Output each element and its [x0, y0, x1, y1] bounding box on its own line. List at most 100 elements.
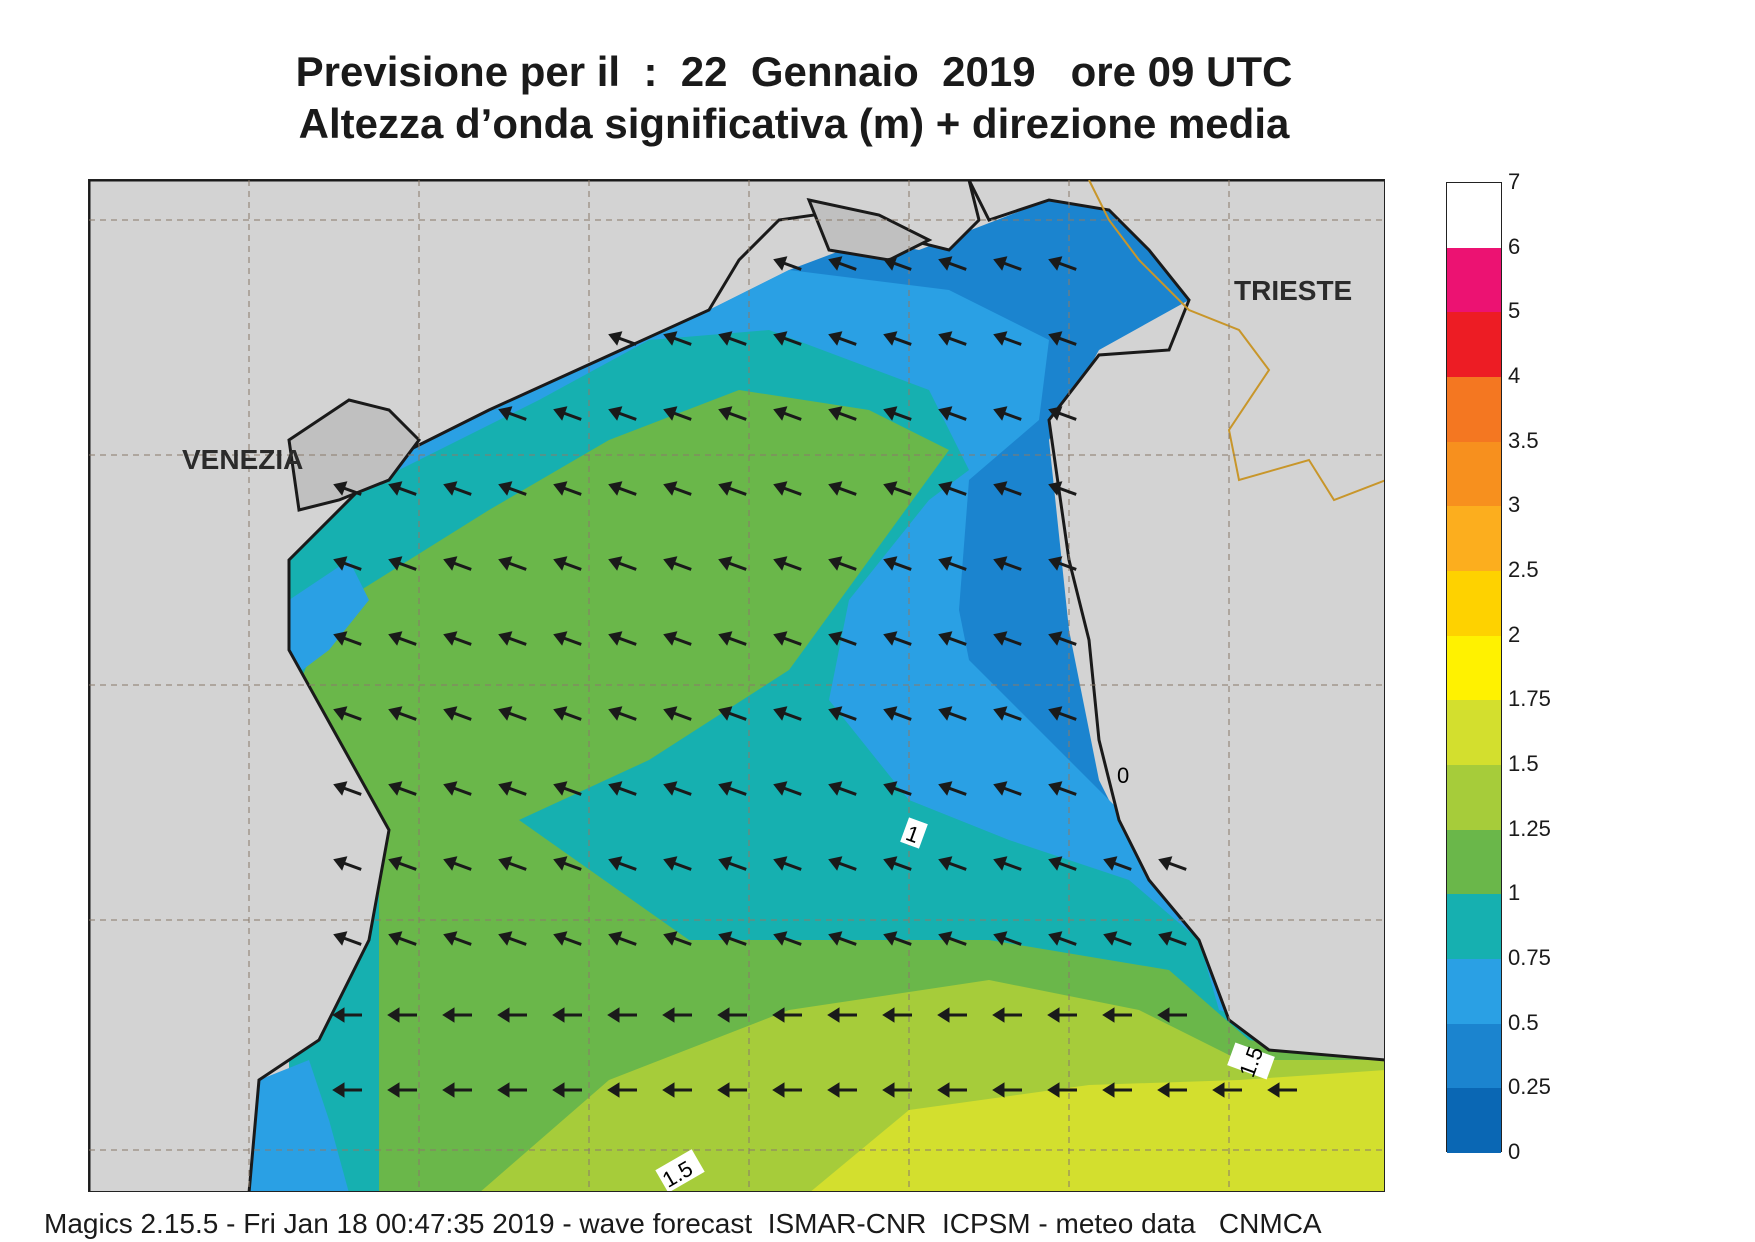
direction-arrow	[553, 556, 582, 571]
direction-arrow	[607, 1082, 637, 1098]
legend-label: 2	[1508, 621, 1521, 647]
direction-arrow	[497, 1082, 527, 1098]
direction-arrow	[883, 781, 912, 796]
direction-arrow	[883, 406, 912, 421]
direction-arrow	[938, 256, 967, 271]
direction-arrow	[443, 931, 472, 946]
direction-arrow	[992, 1082, 1022, 1098]
direction-arrow	[498, 856, 527, 871]
direction-arrow	[718, 331, 747, 346]
direction-arrow	[828, 481, 857, 496]
direction-arrow	[828, 931, 857, 946]
direction-arrow	[608, 556, 637, 571]
direction-arrow	[388, 706, 417, 721]
legend-label: 1	[1508, 880, 1521, 906]
direction-arrow	[772, 1082, 802, 1098]
direction-arrow	[608, 856, 637, 871]
footer-credits: Magics 2.15.5 - Fri Jan 18 00:47:35 2019…	[44, 1208, 1322, 1239]
direction-arrow	[333, 706, 362, 721]
direction-arrow	[388, 556, 417, 571]
direction-arrow	[938, 931, 967, 946]
direction-arrow	[718, 781, 747, 796]
direction-arrow	[773, 781, 802, 796]
direction-arrow	[388, 481, 417, 496]
direction-arrow	[882, 1082, 912, 1098]
direction-arrow	[1048, 706, 1077, 721]
contour-label-1: 1	[900, 817, 928, 849]
direction-arrow	[498, 781, 527, 796]
land-northeast	[967, 180, 1384, 1062]
direction-arrow	[387, 1082, 417, 1098]
direction-arrow	[938, 406, 967, 421]
direction-arrow	[717, 1082, 747, 1098]
direction-arrow	[718, 481, 747, 496]
direction-arrow	[498, 406, 527, 421]
direction-arrow	[1158, 856, 1187, 871]
direction-arrow	[828, 406, 857, 421]
direction-arrow	[1048, 856, 1077, 871]
direction-arrow	[333, 781, 362, 796]
direction-arrow	[663, 556, 692, 571]
direction-arrow	[718, 406, 747, 421]
direction-arrow	[718, 556, 747, 571]
direction-arrow	[992, 1007, 1022, 1023]
direction-arrow	[1267, 1082, 1297, 1098]
direction-arrow	[993, 856, 1022, 871]
direction-arrow	[608, 931, 637, 946]
direction-arrow	[938, 781, 967, 796]
legend-swatch	[1447, 1023, 1501, 1089]
legend-label: 3.5	[1508, 427, 1539, 453]
direction-arrow	[993, 481, 1022, 496]
direction-arrow	[388, 931, 417, 946]
direction-arrow	[1103, 856, 1132, 871]
direction-arrow	[1102, 1082, 1132, 1098]
direction-arrow	[828, 856, 857, 871]
legend-swatch	[1447, 959, 1501, 1024]
direction-arrow	[663, 631, 692, 646]
direction-arrow	[332, 1007, 362, 1023]
direction-arrow	[773, 406, 802, 421]
legend-swatch	[1447, 312, 1501, 377]
direction-arrow	[993, 556, 1022, 571]
direction-arrow	[332, 1082, 362, 1098]
direction-arrow	[938, 481, 967, 496]
legend-label: 3	[1508, 492, 1521, 518]
direction-arrow	[388, 781, 417, 796]
legend-label: 0.25	[1508, 1074, 1551, 1100]
legend-swatch	[1447, 765, 1501, 830]
direction-arrow	[883, 931, 912, 946]
direction-arrow	[498, 706, 527, 721]
direction-arrow	[993, 256, 1022, 271]
contour-label-0: 0	[1117, 763, 1129, 788]
direction-arrow	[663, 706, 692, 721]
direction-arrow	[938, 331, 967, 346]
direction-arrow	[442, 1007, 472, 1023]
band-175-2	[811, 1070, 1384, 1191]
direction-arrow	[663, 781, 692, 796]
legend-swatch	[1447, 571, 1501, 636]
direction-arrow	[938, 856, 967, 871]
legend-label: 0	[1508, 1139, 1521, 1164]
direction-arrow	[443, 556, 472, 571]
direction-arrow	[1158, 931, 1187, 946]
direction-arrow	[552, 1082, 582, 1098]
direction-arrow	[498, 931, 527, 946]
direction-arrow	[717, 1007, 747, 1023]
direction-arrow	[993, 406, 1022, 421]
legend-label: 7	[1508, 169, 1521, 194]
direction-arrow	[773, 931, 802, 946]
direction-arrow	[938, 556, 967, 571]
direction-arrow	[828, 556, 857, 571]
direction-arrow	[993, 706, 1022, 721]
direction-arrow	[1048, 406, 1077, 421]
direction-arrow	[608, 631, 637, 646]
direction-arrow	[333, 856, 362, 871]
direction-arrow	[827, 1082, 857, 1098]
direction-arrow	[827, 1007, 857, 1023]
direction-arrow	[663, 931, 692, 946]
direction-arrow	[1048, 556, 1077, 571]
wave-height-map: 1 1.5 1.5 0 VENEZIA TRIESTE	[88, 179, 1385, 1192]
direction-arrow	[1212, 1082, 1242, 1098]
direction-arrow	[773, 556, 802, 571]
direction-arrow	[993, 781, 1022, 796]
